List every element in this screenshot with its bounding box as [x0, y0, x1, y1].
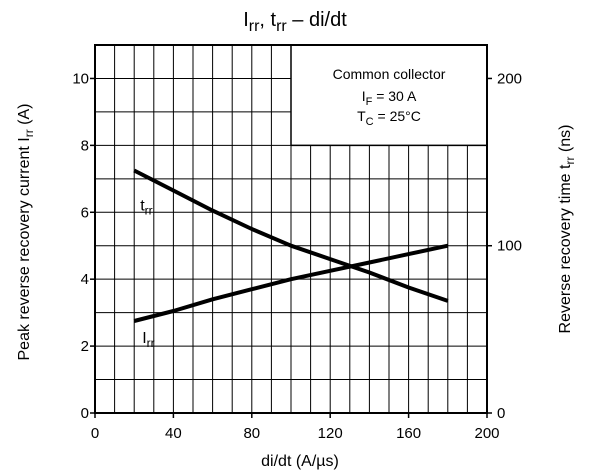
legend-line-2: IF = 30 A — [362, 88, 417, 108]
x-tick-label: 200 — [474, 425, 499, 442]
legend-line-3: TC = 25°C — [357, 108, 421, 128]
x-tick-label: 80 — [243, 425, 260, 442]
series-label-irr: Irr — [142, 330, 154, 350]
grid — [90, 44, 492, 418]
y-tick-label-right: 200 — [497, 70, 522, 87]
y-tick-label-left: 10 — [72, 70, 89, 87]
x-tick-label: 0 — [91, 425, 99, 442]
plot-frame — [94, 44, 488, 414]
x-tick-label: 120 — [318, 425, 343, 442]
y-tick-label-right: 100 — [497, 238, 522, 255]
y-tick-label-left: 2 — [81, 338, 89, 355]
legend-line-1: Common collector — [333, 66, 446, 82]
y-axis-label-right: Reverse recovery time trr (ns) — [557, 125, 577, 334]
chart-title: Irr, trr – di/dt — [243, 9, 347, 35]
x-axis-label: di/dt (A/µs) — [261, 453, 339, 470]
series-label-trr: trr — [140, 198, 152, 218]
y-axis-label-left: Peak reverse recovery current Irr (A) — [16, 104, 36, 361]
series-line-trr — [133, 168, 449, 303]
y-tick-label-left: 6 — [81, 204, 89, 221]
x-tick-label: 160 — [396, 425, 421, 442]
x-tick-label: 40 — [165, 425, 182, 442]
y-tick-label-right: 0 — [497, 405, 505, 422]
y-tick-label-left: 0 — [81, 405, 89, 422]
y-tick-label-left: 4 — [81, 271, 89, 288]
y-tick-label-left: 8 — [81, 137, 89, 154]
series-layer — [133, 168, 449, 323]
series-line-Irr — [133, 243, 449, 323]
